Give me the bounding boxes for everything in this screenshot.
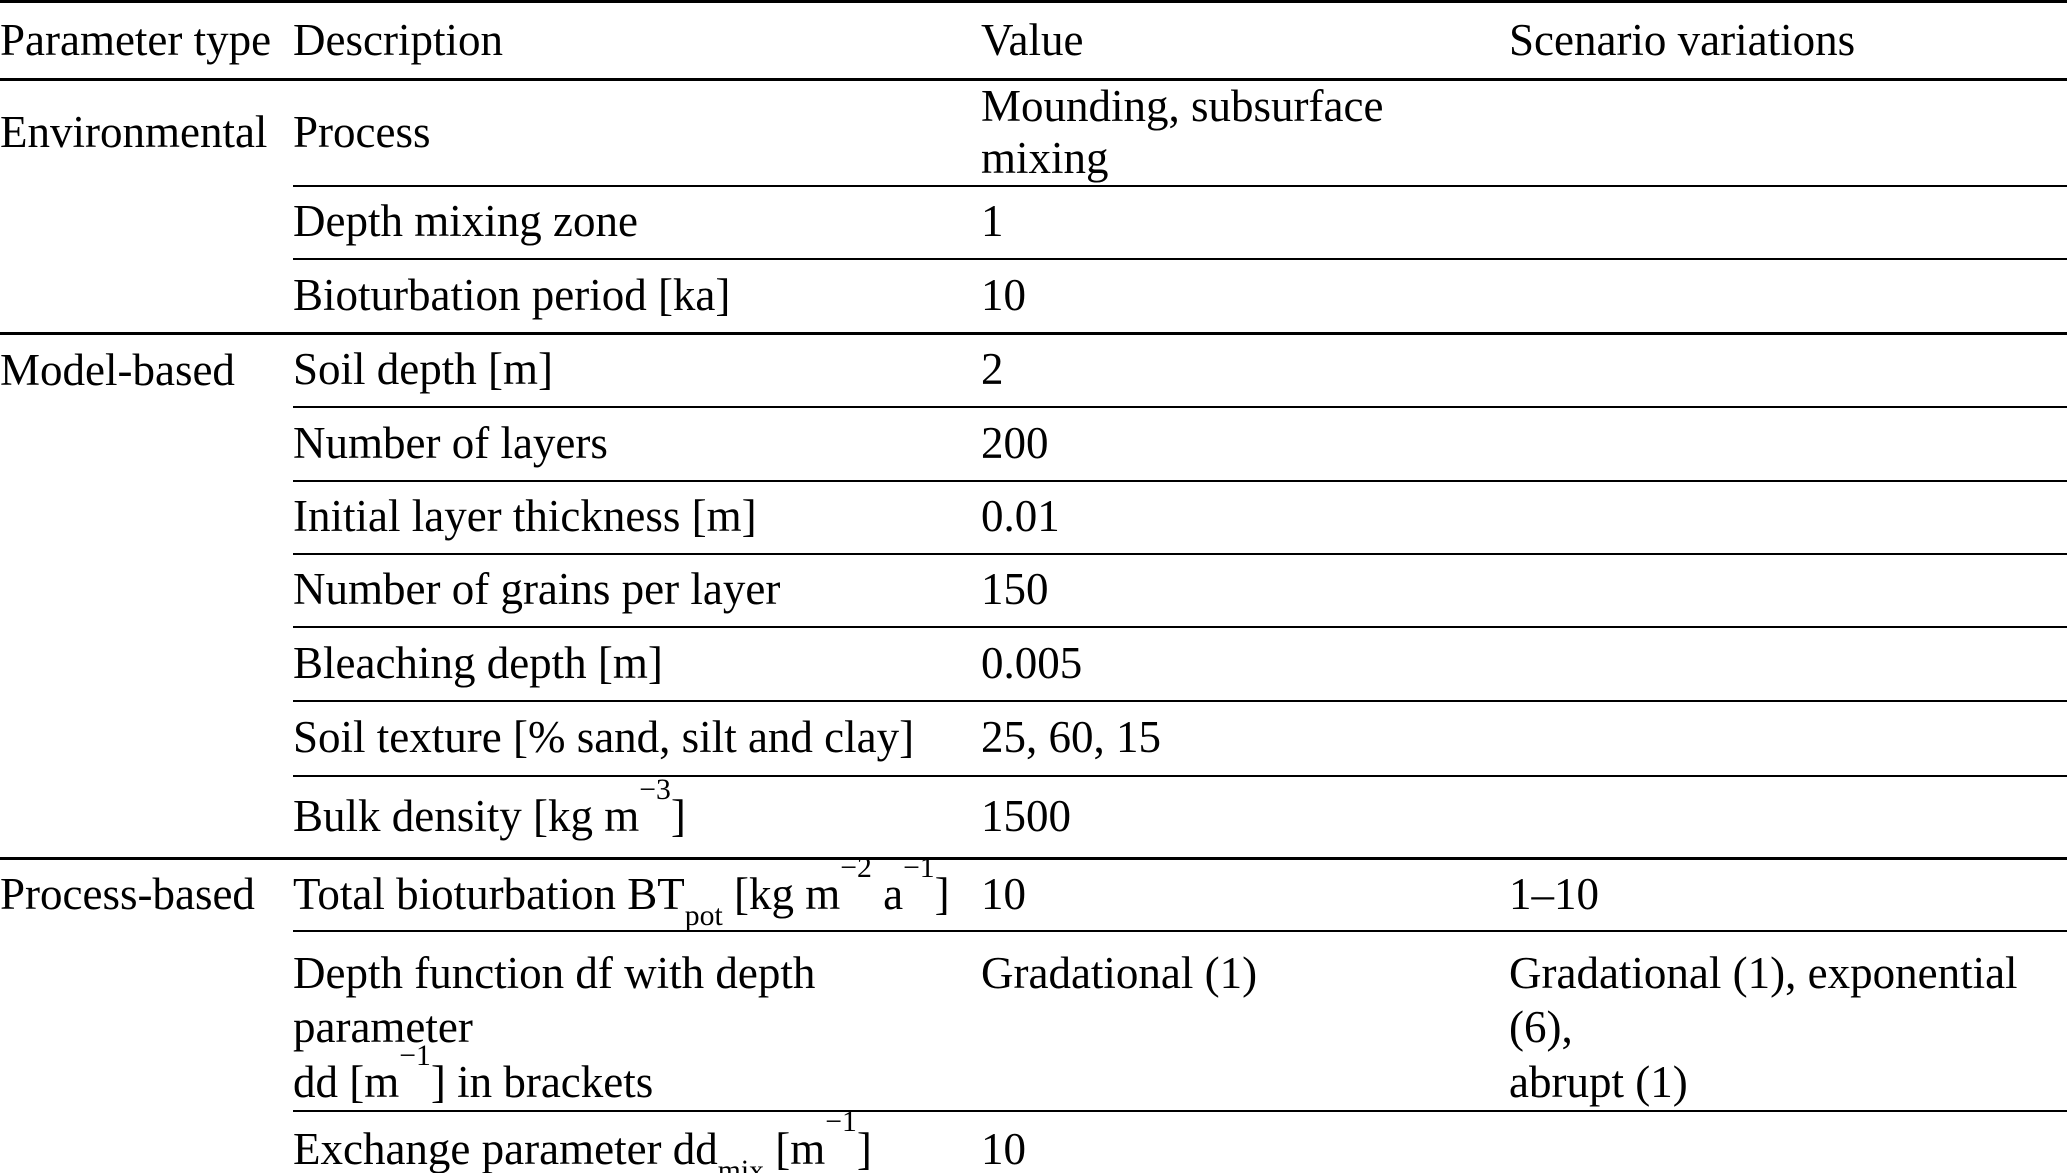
parameter-type-cell	[0, 931, 293, 1112]
description-cell: Number of grains per layer	[293, 553, 981, 628]
description-cell: Initial layer thickness [m]	[293, 480, 981, 555]
value-cell: 2	[981, 333, 1509, 408]
description-cell: Total bioturbation BTpot [kg m−2 a−1]	[293, 858, 981, 932]
scenario-variations-cell	[1509, 333, 2067, 408]
table-row: Number of grains per layer 150	[0, 553, 2067, 628]
scenario-variations-cell	[1509, 79, 2067, 187]
table-row: Process-based Total bioturbation BTpot […	[0, 858, 2067, 932]
table-row: Number of layers 200	[0, 406, 2067, 482]
value-cell: 1	[981, 185, 1509, 260]
description-cell: Bioturbation period [ka]	[293, 258, 981, 335]
value-cell: 25, 60, 15	[981, 700, 1509, 777]
table-row: Bulk density [kg m−3] 1500	[0, 775, 2067, 860]
value-cell: 200	[981, 406, 1509, 482]
table-row: Environmental Process Mounding, subsurfa…	[0, 79, 2067, 187]
col-header-scenario-variations: Scenario variations	[1509, 1, 2067, 81]
parameter-type-cell: Environmental	[0, 107, 268, 158]
col-header-parameter-type: Parameter type	[0, 1, 293, 81]
scenario-variations-cell	[1509, 480, 2067, 555]
parameter-type-cell	[0, 481, 293, 554]
parameter-type-cell: Model-based	[0, 344, 235, 395]
table-row: Depth function df with depth parameter dd…	[0, 930, 2067, 1113]
scenario-variations-cell: 1–10	[1509, 858, 2067, 932]
table-row: Bioturbation period [ka] 10	[0, 258, 2067, 335]
scenario-variations-cell	[1509, 1111, 2067, 1173]
description-cell: Soil depth [m]	[293, 333, 981, 408]
table-row: Depth mixing zone 1	[0, 185, 2067, 260]
value-cell: Mounding, subsurface mixing	[981, 79, 1509, 187]
parameter-type-cell: Process-based	[0, 869, 255, 920]
parameter-type-cell	[0, 554, 293, 627]
value-cell: Gradational (1)	[981, 930, 1509, 1113]
parameter-type-cell	[0, 627, 293, 701]
value-cell: 10	[981, 858, 1509, 932]
col-header-value: Value	[981, 1, 1509, 81]
scenario-variations-cell	[1509, 406, 2067, 482]
table-row: Initial layer thickness [m] 0.01	[0, 480, 2067, 555]
description-cell: Depth mixing zone	[293, 185, 981, 260]
parameter-type-cell	[0, 258, 293, 335]
value-cell: 10	[981, 258, 1509, 335]
description-cell: Bleaching depth [m]	[293, 626, 981, 702]
value-cell: 0.005	[981, 626, 1509, 702]
description-cell: Bulk density [kg m−3]	[293, 775, 981, 860]
table-row: Model-based Soil depth [m] 2	[0, 333, 2067, 408]
parameter-type-cell	[0, 407, 293, 481]
col-header-description: Description	[293, 1, 981, 81]
parameter-type-cell	[0, 1111, 293, 1173]
table-row: Soil texture [% sand, silt and clay] 25,…	[0, 700, 2067, 777]
value-cell: 0.01	[981, 480, 1509, 555]
scenario-variations-cell	[1509, 626, 2067, 702]
scenario-variations-cell	[1509, 553, 2067, 628]
scenario-variations-cell	[1509, 185, 2067, 260]
scenario-variations-cell	[1509, 775, 2067, 860]
table-row: Exchange parameter ddmix [m−1] 10	[0, 1111, 2067, 1173]
parameter-type-cell	[0, 186, 293, 259]
parameter-type-cell	[0, 775, 293, 860]
scenario-variations-cell	[1509, 258, 2067, 335]
description-cell: Soil texture [% sand, silt and clay]	[293, 700, 981, 777]
table-row: Bleaching depth [m] 0.005	[0, 626, 2067, 702]
parameter-type-cell	[0, 701, 293, 776]
description-cell: Number of layers	[293, 406, 981, 482]
description-cell: Process	[293, 79, 981, 187]
value-cell: 150	[981, 553, 1509, 628]
scenario-variations-cell: Gradational (1), exponential (6), abrupt …	[1509, 930, 2067, 1113]
scenario-variations-cell	[1509, 700, 2067, 777]
description-cell: Exchange parameter ddmix [m−1]	[293, 1111, 981, 1173]
description-cell: Depth function df with depth parameter dd…	[293, 930, 981, 1113]
value-cell: 10	[981, 1111, 1509, 1173]
value-cell: 1500	[981, 775, 1509, 860]
header-row: Parameter type Description Value Scenari…	[0, 1, 2067, 81]
